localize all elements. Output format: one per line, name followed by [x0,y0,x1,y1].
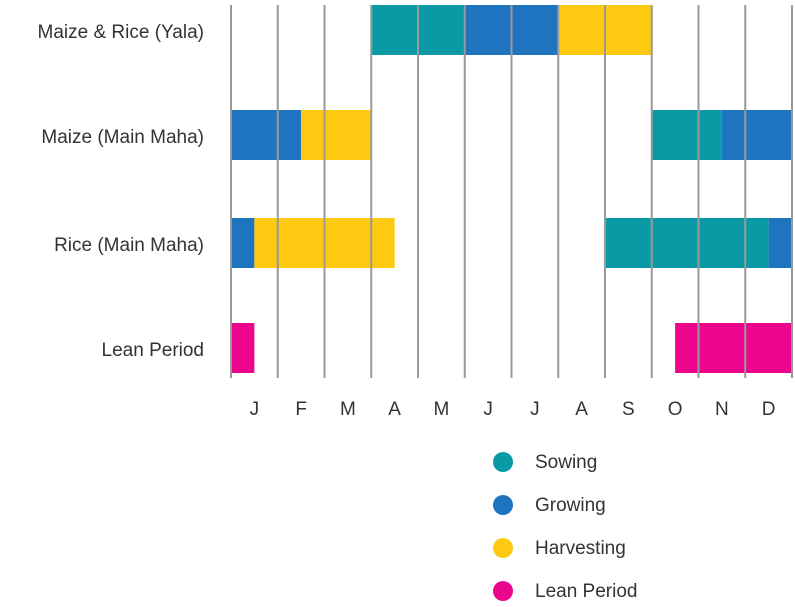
legend-label: Lean Period [535,581,637,602]
x-tick-label: A [388,399,401,420]
x-tick-label: D [762,399,776,420]
legend-swatch [493,581,513,601]
bar-segment [231,110,302,160]
x-tick-label: J [483,399,493,420]
x-tick-label: F [295,399,307,420]
legend-label: Sowing [535,452,597,473]
legend-swatch [493,452,513,472]
bar-segment [675,323,792,373]
bar-segment [301,110,372,160]
x-tick-label: J [250,399,260,420]
legend-swatch [493,495,513,515]
row-label: Lean Period [102,340,204,361]
x-tick-label: M [340,399,356,420]
bar-segment [721,110,792,160]
x-tick-label: O [668,399,683,420]
legend-label: Harvesting [535,538,626,559]
x-tick-label: S [622,399,635,420]
bar-segment [768,218,792,268]
x-tick-label: A [575,399,588,420]
bar-segment [231,323,255,373]
bar-segment [231,218,255,268]
legend-swatch [493,538,513,558]
bar-segment [605,218,769,268]
x-tick-label: M [433,399,449,420]
x-tick-label: N [715,399,729,420]
row-label: Maize (Main Maha) [41,127,204,148]
x-tick-label: J [530,399,540,420]
row-label: Maize & Rice (Yala) [38,22,204,43]
legend-label: Growing [535,495,606,516]
bar-segment [651,110,722,160]
row-label: Rice (Main Maha) [54,235,204,256]
